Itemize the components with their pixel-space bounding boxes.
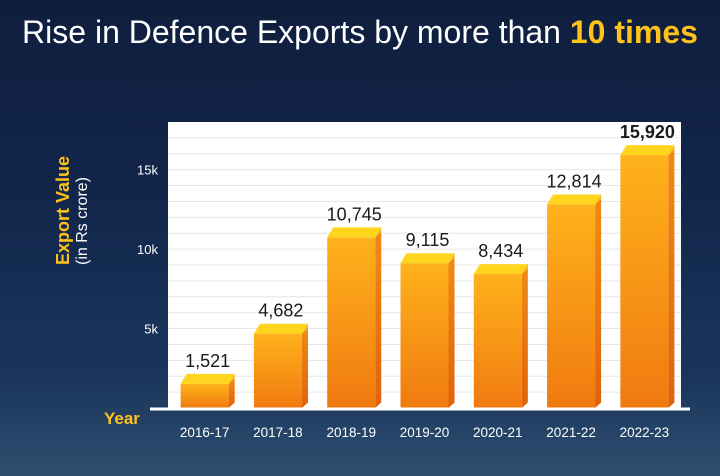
bar-top-edge — [668, 145, 675, 156]
bar-value-label: 8,434 — [478, 241, 523, 261]
bar-top — [620, 145, 675, 156]
x-tick-label: 2016-17 — [180, 425, 230, 440]
bar-front — [473, 273, 522, 408]
bar-front — [547, 204, 596, 408]
bar-side — [301, 328, 308, 408]
bar-top-edge — [521, 264, 528, 274]
bar-front — [327, 237, 376, 408]
bar-side — [228, 378, 235, 408]
x-tick-label: 2022-23 — [620, 425, 670, 440]
bar-value-label: 10,745 — [327, 204, 382, 224]
y-axis-sublabel: (in Rs crore) — [74, 176, 91, 265]
bar-top-edge — [228, 373, 235, 384]
bar-side — [375, 231, 382, 408]
bar-top — [180, 373, 235, 384]
bar-top — [473, 264, 528, 274]
bar-side — [668, 149, 675, 408]
x-axis-label: Year — [104, 409, 140, 428]
y-tick-label: 10k — [137, 242, 158, 257]
bar-top-edge — [448, 253, 455, 264]
bar-top — [400, 253, 455, 264]
x-axis-ticks: 2016-17 2017-18 2018-19 2019-20 2020-21 2021-… — [180, 425, 669, 440]
x-tick-label: 2017-18 — [253, 425, 303, 440]
bar-top-edge — [375, 227, 382, 238]
y-tick-label: 5k — [144, 322, 158, 337]
x-tick-label: 2021-22 — [546, 425, 596, 440]
x-tick-label: 2018-19 — [326, 425, 376, 440]
bar: 4,682 — [253, 301, 308, 408]
bar: 9,115 — [400, 230, 455, 408]
title-highlight: 10 times — [569, 14, 698, 50]
bar-top — [547, 194, 602, 205]
bar-top-edge — [595, 194, 602, 205]
bar: 1,521 — [180, 351, 235, 408]
bar: 15,920 — [620, 122, 675, 408]
bar: 12,814 — [547, 171, 602, 408]
y-tick-label: 15k — [137, 163, 158, 178]
x-tick-label: 2019-20 — [400, 425, 450, 440]
bar: 10,745 — [327, 204, 382, 408]
bar-front — [253, 333, 302, 408]
chart-title: Rise in Defence Exports by more than 10 … — [0, 14, 720, 51]
y-axis-label: Export Value — [53, 155, 73, 265]
bar-top — [253, 323, 308, 334]
bar-front — [620, 155, 669, 408]
bar-side — [595, 198, 602, 408]
bar-value-label: 15,920 — [620, 122, 675, 142]
y-axis-ticks: 5k 10k 15k — [137, 163, 158, 337]
x-tick-label: 2020-21 — [473, 425, 523, 440]
bar-front — [400, 263, 449, 408]
bar-value-label: 9,115 — [406, 230, 450, 250]
bar-top-edge — [301, 323, 308, 334]
bar: 8,434 — [473, 241, 528, 408]
title-prefix: Rise in Defence Exports by more than — [22, 14, 570, 50]
bar-top — [327, 227, 382, 238]
y-axis-title: Export Value (in Rs crore) — [53, 156, 91, 265]
bar-value-label: 12,814 — [547, 171, 602, 191]
bar-front — [180, 383, 229, 408]
bar-value-label: 4,682 — [258, 301, 303, 321]
bar-side — [521, 268, 528, 408]
bar-side — [448, 257, 455, 408]
bar-value-label: 1,521 — [185, 351, 230, 371]
bars: 1,521 4,682 10,745 9,115 8,434 12,814 15,920 — [180, 122, 675, 408]
